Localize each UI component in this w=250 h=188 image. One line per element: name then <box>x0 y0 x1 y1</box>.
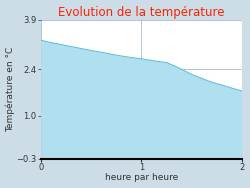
Y-axis label: Température en °C: Température en °C <box>6 47 15 132</box>
Title: Evolution de la température: Evolution de la température <box>58 6 224 19</box>
X-axis label: heure par heure: heure par heure <box>105 174 178 182</box>
